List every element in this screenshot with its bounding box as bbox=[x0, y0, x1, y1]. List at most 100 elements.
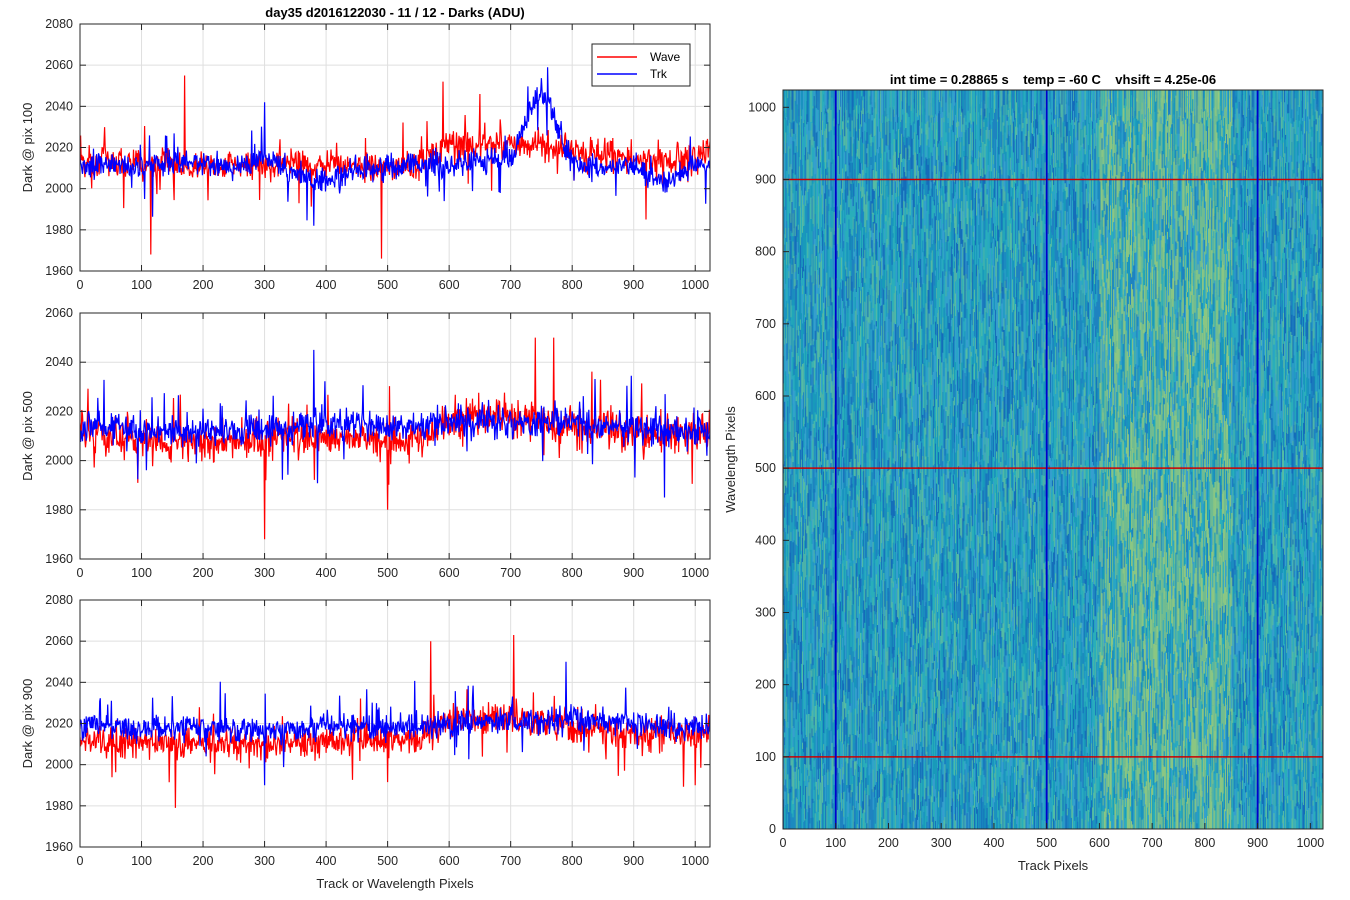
heatmap-cell bbox=[858, 489, 861, 511]
heatmap-cell bbox=[821, 782, 823, 814]
heatmap-cell bbox=[812, 798, 814, 803]
heatmap-cell bbox=[802, 216, 804, 233]
heatmap-cell bbox=[825, 426, 827, 459]
heatmap-cell bbox=[857, 140, 860, 159]
heatmap-cell bbox=[802, 277, 804, 286]
heatmap-cell bbox=[808, 458, 810, 484]
heatmap-cell bbox=[837, 90, 840, 113]
heatmap-cell bbox=[806, 421, 808, 446]
heatmap-cell bbox=[848, 326, 850, 358]
heatmap-cell bbox=[863, 94, 865, 108]
heatmap-cell bbox=[850, 419, 852, 431]
heatmap-cell bbox=[799, 807, 802, 829]
heatmap-cell bbox=[852, 351, 854, 372]
heatmap-cell bbox=[832, 120, 834, 131]
heatmap-cell bbox=[810, 361, 812, 375]
heatmap-cell bbox=[843, 145, 845, 173]
heatmap-cell bbox=[853, 775, 856, 800]
heatmap-cell bbox=[811, 543, 813, 557]
heatmap-cell bbox=[823, 652, 825, 678]
heatmap-cell bbox=[784, 785, 786, 792]
heatmap-cell bbox=[807, 159, 809, 192]
heatmap-cell bbox=[800, 472, 803, 503]
heatmap-cell bbox=[811, 340, 813, 362]
heatmap-cell bbox=[788, 623, 790, 643]
heatmap-cell bbox=[799, 105, 802, 135]
heatmap-cell bbox=[805, 160, 807, 191]
heatmap-cell bbox=[852, 160, 854, 184]
heatmap-cell bbox=[796, 395, 799, 405]
heatmap-cell bbox=[852, 377, 854, 403]
heatmap-cell bbox=[793, 417, 795, 438]
heatmap-cell bbox=[799, 215, 802, 246]
heatmap-cell bbox=[800, 132, 803, 165]
heatmap-cell bbox=[825, 518, 827, 538]
heatmap-cell bbox=[806, 303, 808, 320]
heatmap-cell bbox=[814, 344, 816, 354]
heatmap-cell bbox=[803, 467, 805, 479]
line-chart-pix-500: 0 100 200 300 400 500 600 700 800 900 100019601980… bbox=[20, 306, 711, 580]
heatmap-cell bbox=[798, 758, 801, 767]
heatmap-cell bbox=[807, 258, 809, 283]
heatmap-cell bbox=[842, 779, 844, 800]
heatmap-cell bbox=[811, 314, 813, 327]
heatmap-cell bbox=[793, 340, 795, 363]
heatmap-cell bbox=[858, 699, 861, 727]
heatmap-cell bbox=[816, 736, 819, 770]
heatmap-cell bbox=[793, 120, 795, 134]
heatmap-cell bbox=[825, 624, 827, 654]
heatmap-cell bbox=[825, 604, 827, 625]
heatmap-cell bbox=[791, 670, 793, 698]
heatmap-cell bbox=[833, 245, 835, 269]
heatmap-cell bbox=[857, 374, 860, 398]
heatmap-cell bbox=[817, 362, 820, 385]
heatmap-cell bbox=[807, 343, 809, 354]
heatmap-cell bbox=[854, 621, 857, 627]
heatmap-cell bbox=[826, 223, 828, 242]
heatmap-cell bbox=[829, 449, 831, 469]
heatmap-cell bbox=[846, 746, 848, 758]
heatmap-cell bbox=[806, 608, 808, 618]
heatmap-cell bbox=[795, 396, 798, 402]
heatmap-cell bbox=[858, 255, 861, 279]
heatmap-cell bbox=[815, 811, 818, 829]
heatmap-cell bbox=[809, 733, 811, 740]
heatmap-cell bbox=[809, 671, 811, 691]
heatmap-cell bbox=[785, 805, 787, 829]
heatmap-cell bbox=[825, 113, 827, 129]
heatmap-cell bbox=[832, 486, 834, 503]
heatmap-cell bbox=[836, 440, 839, 446]
heatmap-cell bbox=[832, 582, 834, 604]
heatmap-cell bbox=[815, 485, 818, 510]
heatmap-cell bbox=[850, 487, 852, 509]
heatmap-cell bbox=[817, 657, 820, 677]
heatmap-cell bbox=[783, 396, 785, 418]
heatmap-cell bbox=[807, 282, 809, 314]
heatmap-cell bbox=[848, 477, 850, 489]
heatmap-cell bbox=[805, 577, 807, 607]
heatmap-cell bbox=[861, 311, 863, 345]
heatmap-cell bbox=[797, 564, 800, 572]
heatmap-cell bbox=[799, 467, 802, 473]
heatmap-cell bbox=[823, 122, 825, 139]
heatmap-cell bbox=[790, 541, 792, 569]
heatmap-cell bbox=[861, 283, 863, 290]
heatmap-cell bbox=[793, 486, 795, 494]
heatmap-cell bbox=[810, 435, 812, 464]
heatmap-cell bbox=[853, 287, 856, 315]
heatmap-cell bbox=[787, 92, 789, 106]
heatmap-cell bbox=[826, 639, 828, 656]
heatmap-cell bbox=[845, 692, 847, 704]
heatmap-cell bbox=[803, 613, 805, 646]
heatmap-cell bbox=[832, 97, 834, 121]
heatmap-cell bbox=[799, 721, 802, 739]
heatmap-cell bbox=[817, 287, 820, 298]
heatmap-cell bbox=[806, 575, 808, 609]
heatmap-cell bbox=[811, 798, 813, 829]
heatmap-cell bbox=[864, 812, 866, 829]
heatmap-cell bbox=[861, 533, 863, 567]
heatmap-cell bbox=[812, 360, 814, 368]
heatmap-cell bbox=[840, 413, 842, 419]
heatmap-cell bbox=[848, 214, 850, 220]
heatmap-cell bbox=[808, 632, 810, 643]
